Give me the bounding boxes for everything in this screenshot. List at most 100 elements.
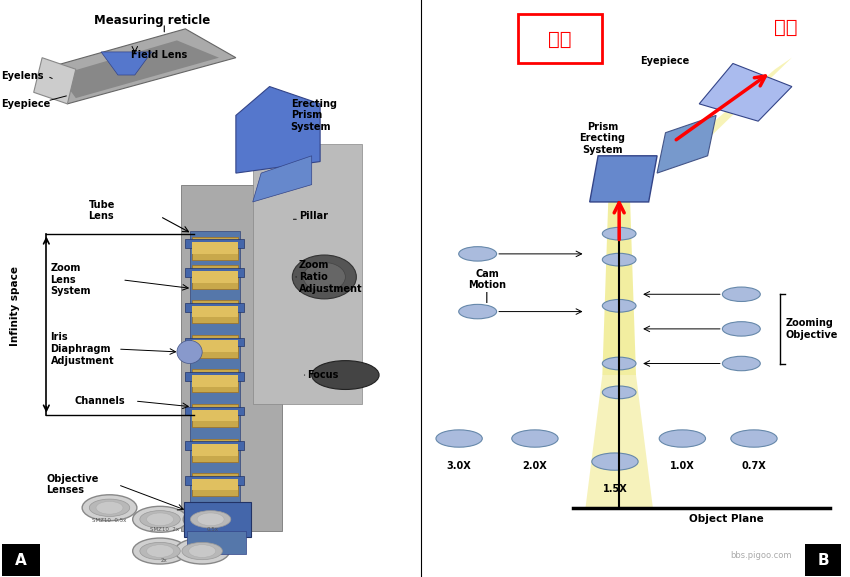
- Bar: [185, 476, 244, 485]
- Text: B: B: [817, 553, 829, 568]
- Circle shape: [292, 255, 356, 299]
- Ellipse shape: [146, 513, 173, 526]
- Bar: [185, 372, 244, 381]
- Polygon shape: [674, 58, 792, 156]
- Bar: [181, 185, 282, 531]
- Text: 眼睛: 眼睛: [774, 18, 798, 37]
- Bar: [192, 444, 237, 456]
- Ellipse shape: [82, 495, 137, 520]
- Bar: [185, 441, 244, 450]
- Ellipse shape: [731, 430, 777, 447]
- Text: 像機: 像機: [548, 30, 572, 48]
- Text: Pillar: Pillar: [299, 211, 328, 222]
- Text: Iris
Diaphragm
Adjustment: Iris Diaphragm Adjustment: [50, 332, 114, 366]
- Bar: [804, 544, 841, 576]
- Ellipse shape: [603, 386, 636, 399]
- Ellipse shape: [197, 513, 224, 526]
- Text: 2x: 2x: [161, 559, 167, 563]
- Bar: [192, 265, 237, 288]
- Ellipse shape: [312, 361, 379, 389]
- Ellipse shape: [603, 357, 636, 370]
- Text: 2.0X: 2.0X: [523, 460, 547, 471]
- Polygon shape: [586, 375, 653, 508]
- Text: A: A: [15, 553, 27, 568]
- Bar: [192, 271, 237, 283]
- Bar: [192, 335, 237, 358]
- Bar: [185, 407, 244, 415]
- Text: Zoom
Ratio
Adjustment: Zoom Ratio Adjustment: [299, 260, 363, 294]
- Text: Infinity space: Infinity space: [10, 266, 20, 346]
- Ellipse shape: [189, 545, 216, 557]
- Ellipse shape: [459, 305, 496, 319]
- Ellipse shape: [722, 287, 760, 301]
- Bar: [192, 404, 237, 427]
- Bar: [187, 531, 246, 554]
- Ellipse shape: [603, 253, 636, 266]
- Text: Prism
Erecting
System: Prism Erecting System: [580, 122, 626, 155]
- Ellipse shape: [722, 322, 760, 336]
- Polygon shape: [59, 40, 219, 98]
- Ellipse shape: [89, 499, 130, 516]
- Ellipse shape: [436, 430, 482, 447]
- Text: SMZ10  2x: SMZ10 2x: [150, 527, 178, 532]
- Text: Measuring reticle: Measuring reticle: [94, 14, 210, 27]
- Ellipse shape: [133, 538, 188, 564]
- Bar: [192, 306, 237, 317]
- Text: Eyepiece: Eyepiece: [640, 55, 689, 66]
- Polygon shape: [700, 63, 792, 121]
- Ellipse shape: [190, 511, 231, 528]
- Ellipse shape: [512, 430, 558, 447]
- Text: 1.0X: 1.0X: [670, 460, 694, 471]
- Ellipse shape: [660, 430, 706, 447]
- Ellipse shape: [140, 542, 180, 560]
- Text: Erecting
Prism
System: Erecting Prism System: [291, 99, 337, 132]
- Text: Cam
Motion
|: Cam Motion |: [468, 268, 506, 303]
- Ellipse shape: [722, 356, 760, 371]
- Bar: [184, 502, 251, 537]
- Bar: [190, 231, 240, 519]
- Text: 3.0X: 3.0X: [447, 460, 472, 471]
- Bar: [192, 242, 237, 254]
- Polygon shape: [252, 156, 312, 202]
- Bar: [192, 473, 237, 496]
- Bar: [2, 544, 40, 576]
- Bar: [185, 303, 244, 312]
- Ellipse shape: [603, 299, 636, 312]
- Bar: [185, 338, 244, 346]
- Text: 1.5X: 1.5X: [603, 484, 627, 494]
- Bar: [252, 144, 362, 404]
- Text: Channels: Channels: [74, 396, 125, 406]
- Bar: [192, 479, 237, 490]
- Bar: [192, 375, 237, 387]
- FancyBboxPatch shape: [518, 14, 603, 63]
- Ellipse shape: [603, 227, 636, 240]
- Text: 0.7X: 0.7X: [741, 460, 767, 471]
- Ellipse shape: [592, 453, 638, 470]
- Ellipse shape: [140, 511, 180, 528]
- Polygon shape: [603, 202, 636, 375]
- Text: Focus: Focus: [308, 370, 339, 380]
- Bar: [185, 239, 244, 248]
- Bar: [192, 237, 237, 260]
- Circle shape: [303, 263, 345, 291]
- Text: 0.5x: 0.5x: [207, 527, 218, 532]
- Polygon shape: [42, 29, 236, 104]
- Text: Eyelens: Eyelens: [1, 71, 43, 81]
- Bar: [422, 0, 842, 577]
- Ellipse shape: [459, 247, 496, 261]
- Polygon shape: [34, 58, 76, 104]
- Ellipse shape: [184, 507, 238, 532]
- Bar: [192, 439, 237, 462]
- Text: Objective
Lenses: Objective Lenses: [47, 474, 99, 496]
- Text: SMZ10  0.5x: SMZ10 0.5x: [93, 518, 127, 523]
- Polygon shape: [236, 87, 320, 173]
- Bar: [0, 0, 422, 577]
- Ellipse shape: [96, 501, 123, 514]
- Text: Zooming
Objective: Zooming Objective: [785, 318, 837, 340]
- Text: Zoom
Lens
System: Zoom Lens System: [50, 263, 91, 297]
- Text: Field Lens: Field Lens: [131, 50, 187, 60]
- Bar: [185, 268, 244, 277]
- Text: Eyepiece: Eyepiece: [1, 99, 50, 109]
- Ellipse shape: [175, 538, 230, 564]
- Ellipse shape: [177, 340, 202, 364]
